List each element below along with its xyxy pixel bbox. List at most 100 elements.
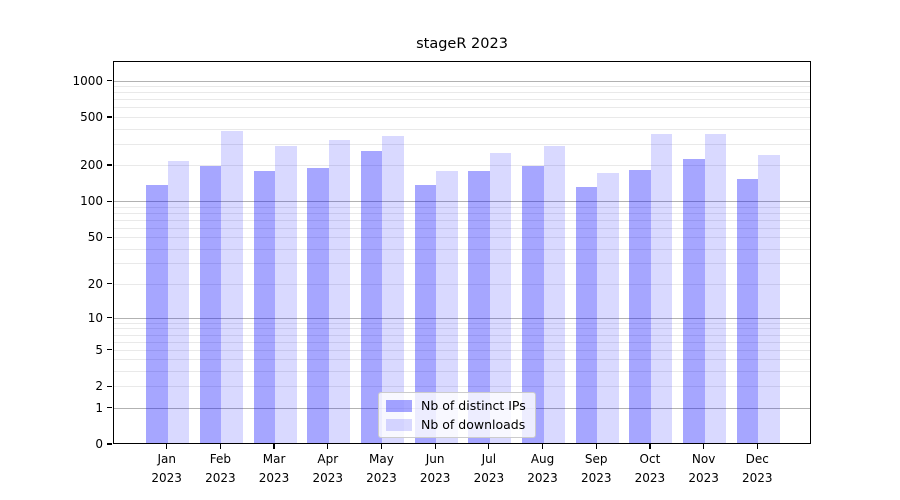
- x-axis-tick-label: Feb 2023: [205, 452, 236, 485]
- gridline-minor: [114, 328, 810, 330]
- bar-downloads: [758, 154, 780, 443]
- x-axis-tick-mark: [219, 444, 221, 449]
- legend-label: Nb of downloads: [421, 417, 526, 432]
- x-axis-tick-mark: [595, 444, 597, 449]
- x-axis-tick-mark: [649, 444, 651, 449]
- y-axis-tick-label: 50: [87, 230, 103, 245]
- bar-distinct-ips: [253, 170, 276, 443]
- bar-downloads: [275, 145, 297, 443]
- bar-distinct-ips: [683, 158, 705, 443]
- gridline-minor: [114, 227, 810, 229]
- gridline-minor: [114, 99, 810, 101]
- x-axis-tick-mark: [541, 444, 544, 449]
- y-axis-tick-mark: [107, 317, 112, 319]
- x-axis-tick-label: Nov 2023: [688, 452, 719, 485]
- bar-downloads: [328, 139, 351, 443]
- y-axis-tick-label: 20: [87, 276, 103, 291]
- bar-distinct-ips: [522, 165, 544, 443]
- gridline-minor: [114, 92, 810, 94]
- gridline-major: [114, 201, 810, 203]
- bar-distinct-ips: [414, 184, 437, 443]
- gridline-minor: [114, 164, 810, 166]
- gridline-minor: [114, 263, 810, 265]
- x-axis-tick-label: Aug 2023: [527, 452, 558, 485]
- gridline-minor: [114, 128, 810, 130]
- bar-downloads: [704, 134, 727, 443]
- gridline-minor: [114, 359, 810, 361]
- gridline-minor: [114, 212, 810, 214]
- x-axis-tick-label: May 2023: [366, 452, 397, 485]
- x-axis-tick-label: Sep 2023: [580, 452, 612, 485]
- x-axis-tick-mark: [327, 444, 329, 449]
- x-axis-tick-label: Dec 2023: [742, 452, 773, 485]
- x-axis-tick-mark: [703, 444, 705, 449]
- legend-row: Nb of distinct IPs: [386, 398, 526, 413]
- bar-downloads: [597, 173, 619, 443]
- gridline-minor: [114, 341, 810, 343]
- x-axis-tick-mark: [488, 444, 490, 449]
- bar-distinct-ips: [199, 165, 222, 443]
- bar-distinct-ips: [736, 179, 759, 443]
- x-axis-tick-label: Jul 2023: [473, 452, 505, 485]
- gridline-minor: [114, 237, 810, 239]
- y-axis-tick-label: 500: [80, 109, 103, 124]
- bar-distinct-ips: [307, 168, 329, 443]
- gridline-minor: [114, 386, 810, 388]
- y-axis-tick-mark: [107, 164, 112, 166]
- y-axis-tick-label: 1000: [72, 73, 103, 88]
- bar-downloads: [650, 133, 673, 443]
- y-axis-tick-mark: [107, 349, 112, 351]
- x-axis-tick-label: Mar 2023: [258, 452, 290, 485]
- gridline-minor: [114, 349, 810, 351]
- bar-downloads: [167, 160, 190, 443]
- y-axis-tick-mark: [107, 283, 112, 285]
- bar-distinct-ips: [468, 170, 490, 443]
- y-axis-tick-label: 5: [95, 342, 103, 357]
- gridline-minor: [114, 371, 810, 373]
- legend-swatch-distinct-ips: [386, 399, 412, 412]
- y-axis-tick-label: 200: [80, 157, 103, 172]
- bar-downloads: [543, 145, 566, 443]
- y-axis-tick-label: 2: [95, 379, 103, 394]
- legend-label: Nb of distinct IPs: [421, 398, 526, 413]
- x-axis-tick-label: Jan 2023: [151, 452, 182, 485]
- legend: Nb of distinct IPs Nb of downloads: [378, 392, 536, 438]
- bar-distinct-ips: [146, 184, 168, 443]
- y-axis-tick-label: 100: [80, 194, 103, 209]
- x-axis-tick-label: Apr 2023: [312, 452, 344, 485]
- plot-area: [113, 61, 811, 444]
- bar-distinct-ips: [575, 187, 598, 443]
- x-axis-tick-mark: [434, 444, 436, 449]
- bar-downloads: [436, 170, 458, 443]
- gridline-major: [114, 80, 810, 82]
- y-axis-tick-mark: [107, 116, 112, 118]
- gridline-minor: [114, 248, 810, 250]
- bar-distinct-ips: [629, 169, 651, 443]
- y-axis-tick-mark: [107, 385, 112, 387]
- gridline-minor: [114, 334, 810, 336]
- x-axis-tick-mark: [756, 444, 758, 449]
- x-axis-tick-label: Oct 2023: [634, 452, 666, 485]
- y-axis-tick-mark: [107, 443, 112, 445]
- gridline-minor: [114, 143, 810, 145]
- gridline-minor: [114, 322, 810, 324]
- x-axis-tick-mark: [166, 444, 168, 449]
- gridline-minor: [114, 107, 810, 109]
- y-axis-tick-mark: [107, 406, 112, 409]
- gridline-minor: [114, 283, 810, 285]
- y-axis-tick-mark: [107, 236, 112, 238]
- gridline-minor: [114, 219, 810, 221]
- bar-downloads: [489, 153, 512, 443]
- bar-downloads: [221, 131, 243, 443]
- gridline-major: [114, 317, 810, 319]
- x-axis-tick-label: Jun 2023: [419, 452, 451, 485]
- y-axis-tick-mark: [107, 79, 112, 82]
- y-axis-tick-label: 10: [87, 310, 103, 325]
- gridline-minor: [114, 116, 810, 118]
- y-axis-tick-label: 0: [95, 437, 103, 451]
- bar-downloads: [382, 136, 404, 443]
- y-axis-tick-mark: [107, 200, 112, 202]
- legend-row: Nb of downloads: [386, 417, 526, 432]
- legend-swatch-downloads: [386, 418, 412, 431]
